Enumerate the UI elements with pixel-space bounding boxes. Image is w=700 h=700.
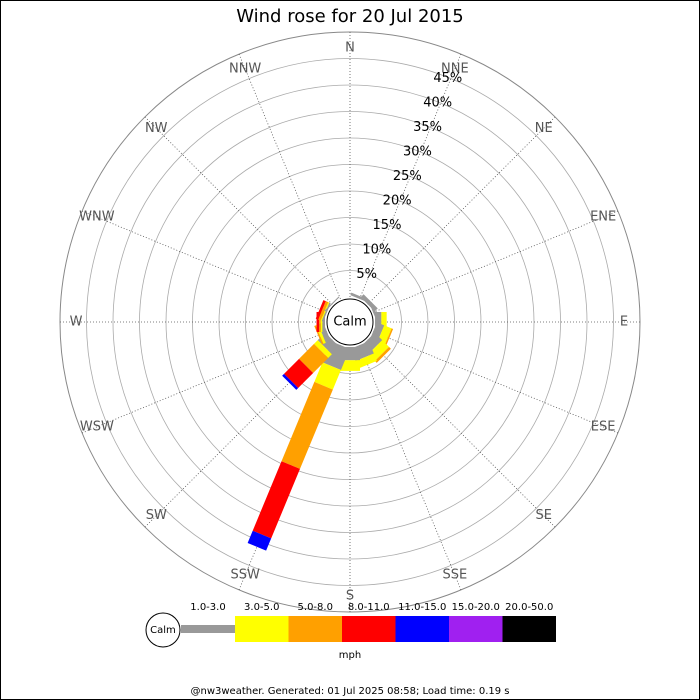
legend-label: 15.0-20.0 bbox=[452, 602, 500, 613]
grid-ring bbox=[298, 270, 402, 374]
rose-segment bbox=[282, 373, 299, 390]
rose-segment bbox=[374, 346, 391, 363]
grid-ring bbox=[86, 58, 614, 586]
r-tick-label: 30% bbox=[403, 145, 432, 160]
rose-segment bbox=[320, 302, 330, 322]
r-tick-label: 15% bbox=[373, 218, 402, 233]
legend-swatch bbox=[235, 616, 289, 642]
legend-label: 11.0-15.0 bbox=[398, 602, 446, 613]
unit-label: mph bbox=[339, 650, 361, 661]
rose-segment bbox=[314, 362, 341, 390]
direction-label: NNE bbox=[441, 61, 469, 76]
legend-label: 8.0-11.0 bbox=[348, 602, 390, 613]
grid-ring bbox=[112, 84, 588, 560]
r-tick-label: 10% bbox=[362, 242, 391, 257]
spoke bbox=[144, 339, 333, 528]
rose-segment bbox=[284, 358, 314, 388]
r-tick-label: 20% bbox=[383, 193, 412, 208]
r-tick-label: 25% bbox=[393, 169, 422, 184]
legend-label: 3.0-5.0 bbox=[244, 602, 279, 613]
direction-label: WSW bbox=[80, 419, 114, 434]
legend-calm bbox=[145, 612, 181, 648]
grid-ring bbox=[245, 217, 455, 427]
legend-label: 5.0-8.0 bbox=[298, 602, 333, 613]
direction-label: SSW bbox=[230, 568, 260, 583]
legend-label: 1.0-3.0 bbox=[190, 602, 225, 613]
r-tick-label: 40% bbox=[423, 96, 452, 111]
spoke bbox=[81, 331, 328, 434]
r-tick-label: 5% bbox=[356, 267, 377, 282]
direction-label: W bbox=[70, 315, 83, 330]
direction-label: SE bbox=[536, 508, 552, 523]
spoke bbox=[81, 210, 328, 313]
rose-segment bbox=[340, 360, 360, 371]
rose-segment bbox=[324, 296, 340, 312]
rose-segment bbox=[299, 343, 329, 373]
legend-swatch bbox=[395, 616, 449, 642]
calm-label: Calm bbox=[333, 315, 366, 330]
direction-label: WNW bbox=[79, 210, 115, 225]
direction-label: NW bbox=[145, 121, 168, 136]
legend-calm-label: Calm bbox=[150, 625, 176, 636]
spoke bbox=[367, 116, 556, 305]
footer: @nw3weather. Generated: 01 Jul 2025 08:5… bbox=[190, 686, 509, 697]
rose-segment bbox=[315, 300, 326, 320]
rose-segment bbox=[383, 328, 394, 348]
direction-label: SW bbox=[146, 508, 167, 523]
legend-swatch bbox=[181, 625, 235, 633]
legend-label: 20.0-50.0 bbox=[505, 602, 553, 613]
legend-swatch bbox=[342, 616, 396, 642]
spoke bbox=[372, 331, 619, 434]
spoke bbox=[359, 53, 462, 300]
direction-label: NNW bbox=[229, 61, 261, 76]
legend-swatch bbox=[449, 616, 503, 642]
direction-label: E bbox=[620, 315, 628, 330]
calm-circle bbox=[326, 298, 374, 346]
grid-ring bbox=[271, 243, 429, 401]
rose-segment bbox=[355, 353, 377, 369]
direction-label: ENE bbox=[590, 210, 616, 225]
grid-ring bbox=[139, 111, 561, 533]
rose-segment bbox=[318, 301, 329, 321]
spoke bbox=[367, 339, 556, 528]
rose-segment bbox=[281, 381, 333, 469]
direction-label: NE bbox=[535, 121, 553, 136]
spoke bbox=[372, 210, 619, 313]
chart-title: Wind rose for 20 Jul 2015 bbox=[236, 6, 464, 27]
direction-label: ESE bbox=[591, 419, 616, 434]
spoke bbox=[144, 116, 333, 305]
r-tick-label: 35% bbox=[413, 120, 442, 135]
legend-swatch bbox=[288, 616, 342, 642]
spoke bbox=[359, 344, 462, 591]
legend-swatch bbox=[502, 616, 556, 642]
direction-label: S bbox=[346, 589, 354, 604]
rose-segment bbox=[247, 530, 272, 551]
rose-segment bbox=[252, 461, 300, 539]
direction-label: SSE bbox=[442, 568, 467, 583]
direction-label: N bbox=[345, 41, 355, 56]
spoke bbox=[238, 53, 341, 300]
rose-segment bbox=[314, 340, 332, 358]
r-tick-label: 45% bbox=[433, 71, 462, 86]
